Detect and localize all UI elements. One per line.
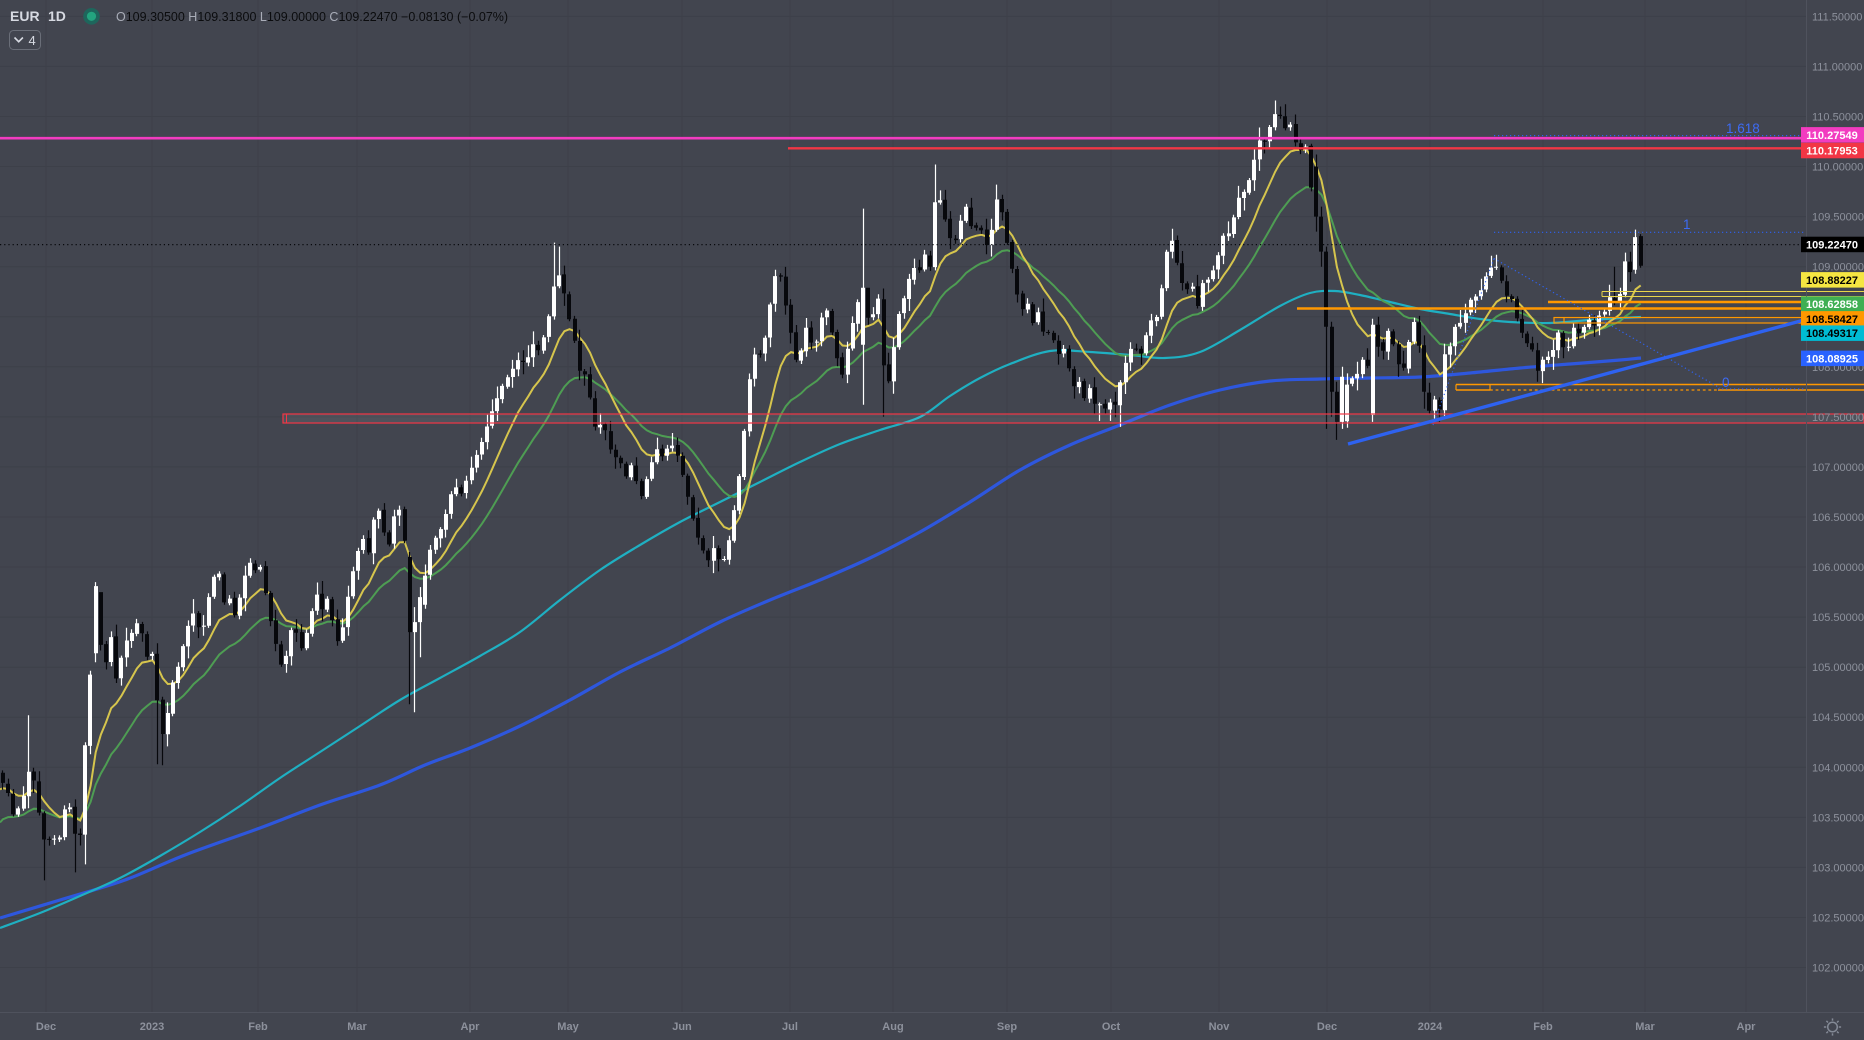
- svg-text:Dec: Dec: [1317, 1021, 1337, 1033]
- svg-text:O109.30500 H109.31800 L109.000: O109.30500 H109.31800 L109.00000 C109.22…: [116, 10, 508, 24]
- svg-text:Mar: Mar: [347, 1021, 367, 1033]
- svg-text:Dec: Dec: [36, 1021, 56, 1033]
- svg-text:108.49317: 108.49317: [1806, 328, 1858, 340]
- svg-text:Feb: Feb: [248, 1021, 268, 1033]
- svg-text:111.00000: 111.00000: [1812, 61, 1862, 73]
- svg-text:108.88227: 108.88227: [1806, 275, 1858, 287]
- svg-text:Mar: Mar: [1635, 1021, 1655, 1033]
- svg-text:1.618: 1.618: [1726, 121, 1760, 136]
- svg-text:107.50000: 107.50000: [1812, 412, 1864, 424]
- svg-text:Jul: Jul: [782, 1021, 798, 1033]
- svg-text:Oct: Oct: [1102, 1021, 1121, 1033]
- svg-text:Nov: Nov: [1209, 1021, 1231, 1033]
- svg-text:Apr: Apr: [461, 1021, 481, 1033]
- svg-text:110.00000: 110.00000: [1812, 162, 1863, 174]
- svg-text:108.08925: 108.08925: [1806, 353, 1858, 365]
- svg-text:109.22470: 109.22470: [1806, 239, 1858, 251]
- svg-text:105.00000: 105.00000: [1812, 662, 1864, 674]
- svg-text:108.58427: 108.58427: [1806, 314, 1858, 326]
- svg-text:105.50000: 105.50000: [1812, 612, 1864, 624]
- svg-text:104.00000: 104.00000: [1812, 762, 1864, 774]
- svg-text:108.62858: 108.62858: [1806, 299, 1858, 311]
- svg-text:2024: 2024: [1418, 1021, 1443, 1033]
- svg-text:106.00000: 106.00000: [1812, 562, 1864, 574]
- svg-text:106.50000: 106.50000: [1812, 512, 1864, 524]
- svg-text:Aug: Aug: [882, 1021, 903, 1033]
- svg-text:Feb: Feb: [1533, 1021, 1553, 1033]
- svg-text:103.50000: 103.50000: [1812, 812, 1864, 824]
- svg-text:EUR: EUR: [10, 8, 40, 24]
- svg-text:111.50000: 111.50000: [1812, 11, 1862, 23]
- svg-text:107.00000: 107.00000: [1812, 462, 1864, 474]
- svg-text:2023: 2023: [140, 1021, 164, 1033]
- svg-text:110.27549: 110.27549: [1806, 130, 1857, 142]
- svg-text:110.17953: 110.17953: [1806, 146, 1857, 158]
- svg-text:109.00000: 109.00000: [1812, 262, 1864, 274]
- svg-text:102.00000: 102.00000: [1812, 963, 1864, 975]
- svg-text:Apr: Apr: [1737, 1021, 1757, 1033]
- svg-text:110.50000: 110.50000: [1812, 112, 1863, 124]
- svg-text:102.50000: 102.50000: [1812, 913, 1864, 925]
- svg-text:1D: 1D: [48, 8, 66, 24]
- svg-text:4: 4: [29, 33, 36, 48]
- svg-text:1: 1: [1683, 217, 1691, 232]
- svg-text:104.50000: 104.50000: [1812, 712, 1864, 724]
- svg-text:103.00000: 103.00000: [1812, 862, 1864, 874]
- svg-text:May: May: [557, 1021, 579, 1033]
- svg-text:Jun: Jun: [672, 1021, 692, 1033]
- svg-text:0: 0: [1722, 375, 1730, 390]
- svg-text:Sep: Sep: [997, 1021, 1017, 1033]
- svg-text:109.50000: 109.50000: [1812, 212, 1864, 224]
